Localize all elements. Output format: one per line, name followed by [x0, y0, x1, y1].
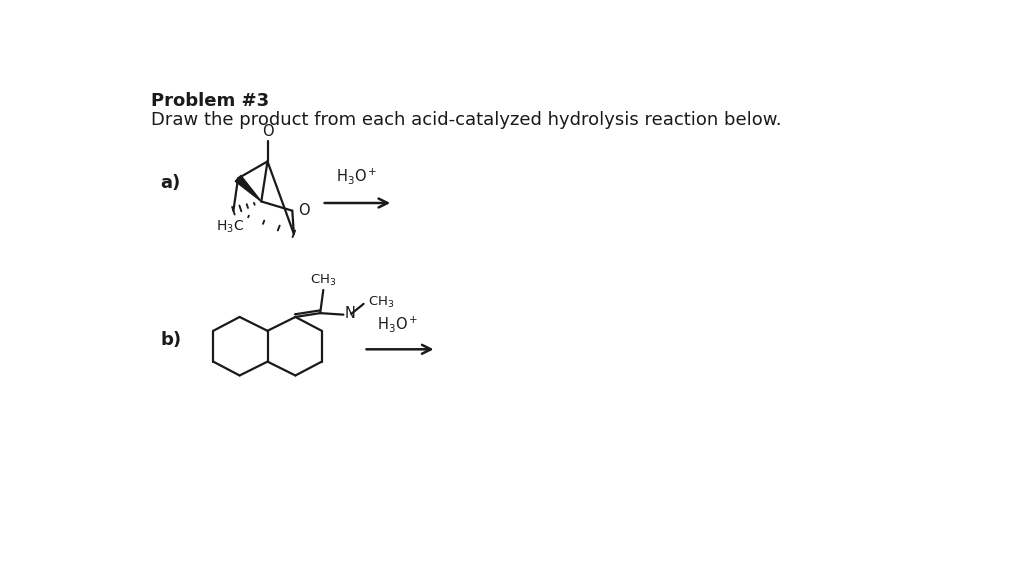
Text: H$_3$C: H$_3$C: [216, 218, 245, 235]
Text: CH$_3$: CH$_3$: [369, 295, 394, 310]
Text: Draw the product from each acid-catalyzed hydrolysis reaction below.: Draw the product from each acid-catalyze…: [152, 111, 782, 129]
Text: O: O: [298, 203, 309, 218]
Text: O: O: [262, 124, 273, 139]
Text: a): a): [161, 174, 181, 192]
Text: $\mathregular{H_3O^+}$: $\mathregular{H_3O^+}$: [336, 166, 377, 186]
Text: $\mathregular{H_3O^+}$: $\mathregular{H_3O^+}$: [377, 314, 419, 334]
Text: b): b): [161, 331, 181, 349]
Text: N: N: [345, 306, 356, 322]
Text: CH$_3$: CH$_3$: [310, 273, 337, 288]
Polygon shape: [236, 176, 261, 202]
Text: Problem #3: Problem #3: [152, 92, 269, 110]
